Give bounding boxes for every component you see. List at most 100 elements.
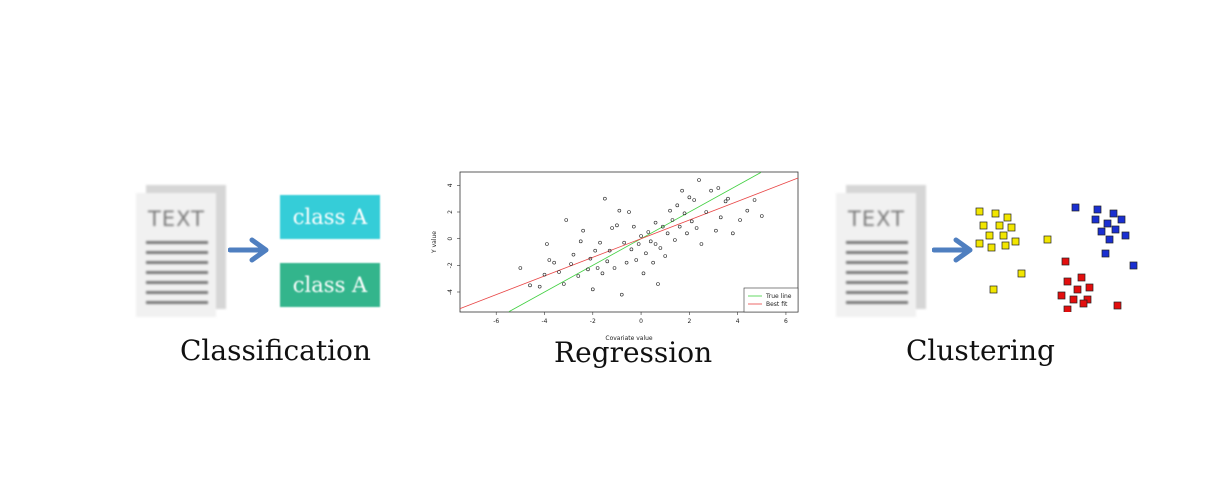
- data-point: [699, 242, 704, 246]
- cluster-point-yellow: [1007, 223, 1016, 232]
- data-point: [569, 262, 573, 266]
- data-point: [670, 218, 675, 222]
- data-point: [745, 208, 750, 213]
- data-point: [547, 258, 552, 262]
- data-point: [615, 223, 619, 228]
- cluster-point-yellow: [999, 231, 1008, 240]
- x-tick-label: 6: [784, 318, 788, 325]
- data-point: [685, 231, 689, 236]
- cluster-point-red: [1063, 277, 1072, 286]
- data-point: [518, 266, 523, 270]
- document-icon: TEXT: [136, 185, 228, 317]
- y-axis-label: Y value: [431, 231, 438, 254]
- cluster-point-blue: [1091, 215, 1100, 224]
- data-point: [692, 198, 696, 202]
- arrow-right-icon-clustering: [932, 237, 973, 263]
- cluster-point-yellow: [1017, 269, 1026, 278]
- data-point: [653, 220, 658, 225]
- cluster-point-red: [1079, 299, 1088, 308]
- cluster-point-yellow: [1001, 241, 1010, 250]
- data-point: [622, 240, 626, 245]
- y-tick-label: 4: [447, 183, 454, 187]
- data-point: [598, 240, 602, 245]
- x-tick-label: -4: [542, 318, 548, 325]
- data-point: [624, 260, 629, 265]
- cluster-point-blue: [1093, 205, 1102, 214]
- cluster-point-yellow: [975, 239, 984, 248]
- data-point: [600, 271, 605, 276]
- data-point: [661, 224, 665, 229]
- data-point: [723, 199, 728, 204]
- cluster-point-blue: [1071, 203, 1080, 212]
- data-point: [593, 248, 597, 253]
- data-point: [658, 246, 663, 250]
- data-point: [632, 224, 636, 229]
- x-tick-label: -2: [590, 318, 596, 325]
- data-point: [636, 242, 641, 246]
- data-point: [619, 292, 624, 297]
- data-point: [731, 231, 735, 236]
- y-tick-label: -4: [447, 289, 454, 295]
- x-axis-label: Covariate value: [605, 335, 653, 342]
- cluster-point-blue: [1111, 225, 1120, 234]
- regression-line-0: [508, 172, 762, 312]
- arrow-right-icon: [228, 237, 269, 263]
- data-point: [673, 238, 677, 242]
- plot-frame: [459, 171, 799, 313]
- cluster-point-blue: [1129, 261, 1138, 270]
- cluster-point-blue: [1101, 249, 1110, 258]
- legend-best-fit: Best fit: [766, 301, 788, 308]
- cluster-point-red: [1063, 305, 1072, 312]
- data-point: [564, 218, 569, 222]
- cluster-point-red: [1057, 291, 1066, 300]
- x-tick-label: 0: [639, 318, 643, 325]
- data-point: [704, 210, 709, 214]
- data-point: [648, 239, 653, 244]
- data-point: [571, 252, 576, 257]
- data-point: [595, 266, 600, 270]
- data-point: [689, 219, 694, 224]
- data-point: [545, 242, 549, 246]
- classification-label: Classification: [180, 334, 371, 367]
- data-point: [668, 208, 672, 213]
- regression-line-1: [459, 177, 799, 310]
- data-point: [612, 266, 617, 270]
- data-point: [610, 226, 614, 230]
- cluster-point-blue: [1109, 209, 1118, 218]
- clustering-label: Clustering: [906, 334, 1055, 367]
- cluster-point-yellow: [991, 209, 1000, 218]
- data-point: [627, 210, 631, 214]
- data-point: [542, 272, 547, 277]
- data-point: [656, 282, 660, 286]
- data-point: [641, 271, 646, 276]
- class-label-top: class A: [292, 205, 368, 229]
- data-point: [557, 270, 561, 274]
- chart-legend: True line Best fit: [743, 287, 799, 313]
- cluster-point-red: [1061, 257, 1070, 266]
- data-point: [677, 224, 682, 229]
- data-point: [718, 215, 723, 220]
- cluster-point-red: [1113, 301, 1122, 310]
- cluster-point-yellow: [975, 207, 984, 216]
- data-point: [682, 211, 687, 216]
- cluster-point-blue: [1105, 235, 1114, 244]
- data-point: [697, 178, 701, 182]
- data-point: [653, 242, 658, 246]
- data-point: [562, 282, 566, 286]
- y-tick-label: 0: [447, 237, 454, 241]
- data-point: [663, 254, 668, 258]
- data-point: [552, 260, 556, 265]
- data-point: [687, 195, 692, 200]
- data-point: [588, 256, 593, 261]
- data-point: [714, 228, 718, 233]
- data-point: [607, 248, 612, 253]
- data-point: [694, 226, 699, 230]
- cluster-point-yellow: [1003, 213, 1012, 222]
- class-box-bottom: class A: [280, 263, 380, 307]
- data-point: [675, 203, 680, 208]
- data-point: [603, 196, 607, 201]
- regression-chart: -6 -4 -2 0 2 4 6 -4 -2 0 2 4 Covariate value Y val…: [431, 171, 799, 342]
- cluster-point-blue: [1097, 227, 1106, 236]
- data-point: [709, 188, 713, 193]
- document-icon-clustering: TEXT: [836, 185, 928, 317]
